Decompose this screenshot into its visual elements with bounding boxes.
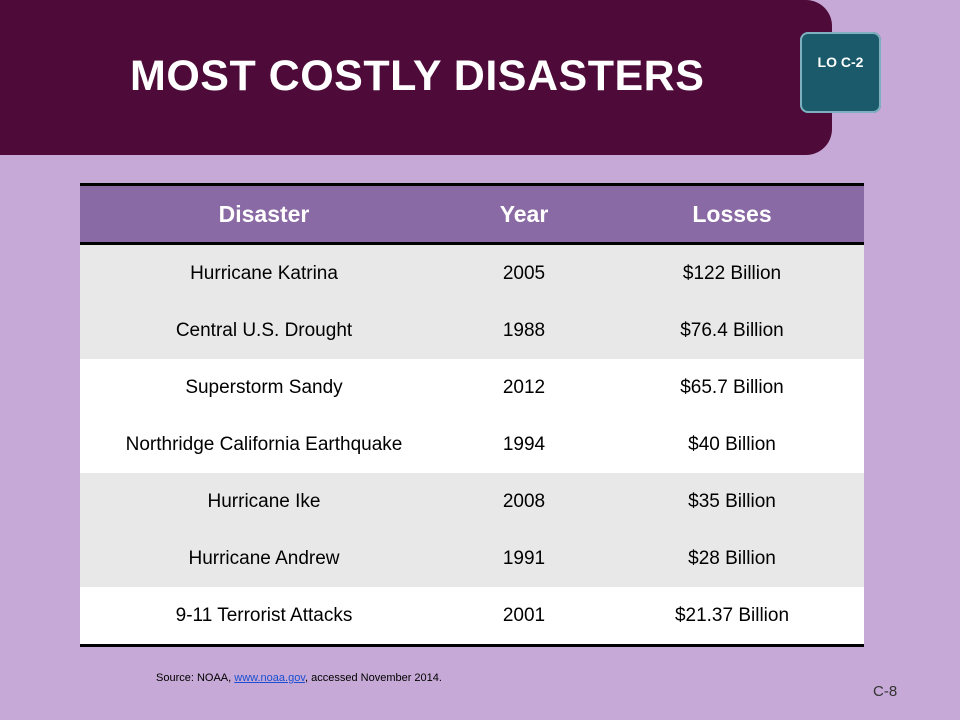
year-cell: 2012 [448,359,600,416]
losses-cell: $65.7 Billion [600,359,864,416]
year-cell: 1988 [448,302,600,359]
losses-cell: $35 Billion [600,473,864,530]
year-cell: 1991 [448,530,600,587]
year-cell: 2008 [448,473,600,530]
source-note: Source: NOAA, www.noaa.gov, accessed Nov… [156,672,442,684]
disaster-cell: Hurricane Andrew [80,530,448,587]
disaster-cell: Superstorm Sandy [80,359,448,416]
header-losses: Losses [600,183,864,245]
losses-cell: $21.37 Billion [600,587,864,647]
disaster-cell: 9-11 Terrorist Attacks [80,587,448,647]
table-row: 9-11 Terrorist Attacks 2001 $21.37 Billi… [80,587,864,647]
table-row: Hurricane Andrew 1991 $28 Billion [80,530,864,587]
disaster-cell: Hurricane Katrina [80,243,448,302]
year-cell: 2005 [448,243,600,302]
slide-title: MOST COSTLY DISASTERS [130,52,705,100]
year-cell: 1994 [448,416,600,473]
disaster-cell: Central U.S. Drought [80,302,448,359]
page-number: C-8 [873,683,898,700]
lo-badge: LO C-2 [800,32,881,113]
disaster-cell: Hurricane Ike [80,473,448,530]
table-row: Northridge California Earthquake 1994 $4… [80,416,864,473]
header-year: Year [448,183,600,245]
header-disaster: Disaster [80,183,448,245]
table-row: Superstorm Sandy 2012 $65.7 Billion [80,359,864,416]
table-row: Hurricane Ike 2008 $35 Billion [80,473,864,530]
title-banner [0,0,832,155]
source-suffix: , accessed November 2014. [305,672,442,684]
source-prefix: Source: NOAA, [156,672,235,684]
losses-cell: $76.4 Billion [600,302,864,359]
year-cell: 2001 [448,587,600,647]
disasters-table: Disaster Year Losses Hurricane Katrina 2… [80,183,864,647]
noaa-link[interactable]: www.noaa.gov [234,672,305,684]
losses-cell: $40 Billion [600,416,864,473]
disaster-cell: Northridge California Earthquake [80,416,448,473]
table-row: Hurricane Katrina 2005 $122 Billion [80,243,864,302]
table-row: Central U.S. Drought 1988 $76.4 Billion [80,302,864,359]
losses-cell: $28 Billion [600,530,864,587]
table-header-row: Disaster Year Losses [80,183,864,245]
losses-cell: $122 Billion [600,243,864,302]
